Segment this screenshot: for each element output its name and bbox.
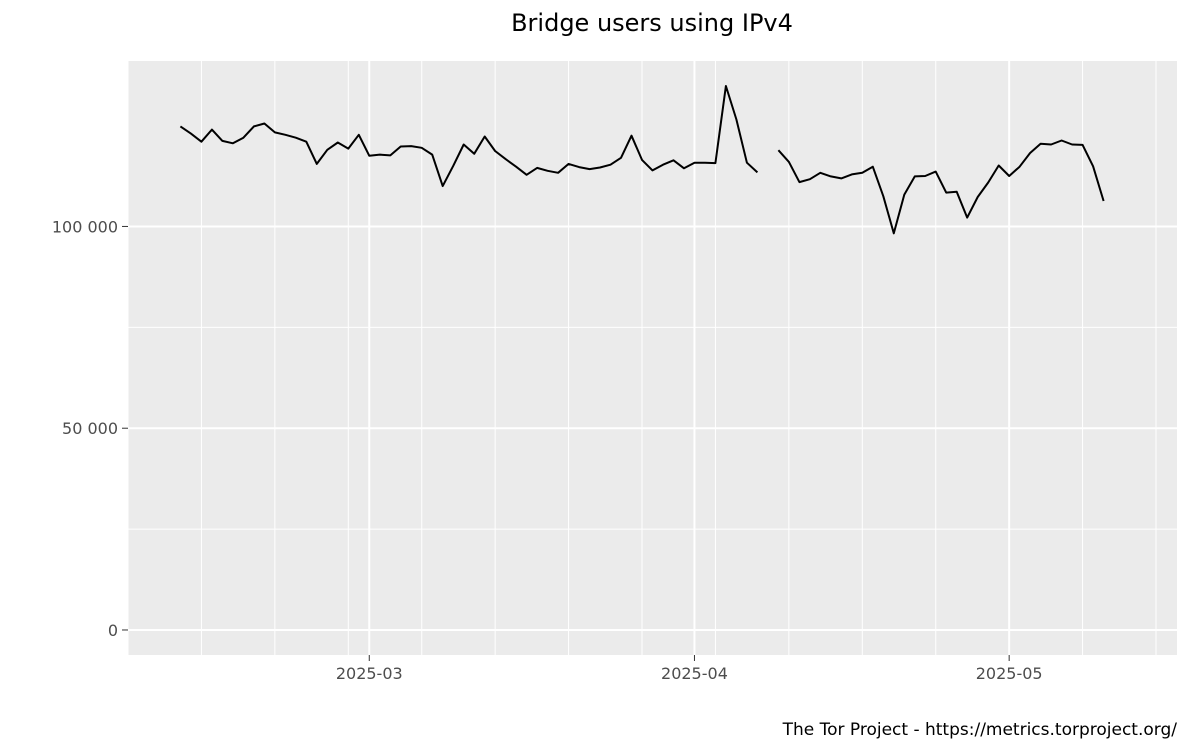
major-gridlines xyxy=(128,61,1177,655)
x-axis: 2025-03 2025-04 2025-05 xyxy=(336,655,1043,683)
series-line-segment xyxy=(179,85,759,188)
plot-panel xyxy=(128,61,1177,655)
x-tick-label: 2025-03 xyxy=(336,664,403,683)
x-tick-label: 2025-05 xyxy=(976,664,1043,683)
y-tick-label: 50 000 xyxy=(62,419,118,438)
series-line xyxy=(179,85,1105,235)
series-line-segment xyxy=(777,139,1105,235)
y-axis: 0 50 000 100 000 xyxy=(52,217,128,640)
y-tick-label: 100 000 xyxy=(52,217,118,236)
series-layer xyxy=(179,85,1105,235)
chart-caption: The Tor Project - https://metrics.torpro… xyxy=(782,720,1178,740)
y-tick-label: 0 xyxy=(108,621,118,640)
x-tick-label: 2025-04 xyxy=(661,664,728,683)
chart-title: Bridge users using IPv4 xyxy=(511,9,793,37)
